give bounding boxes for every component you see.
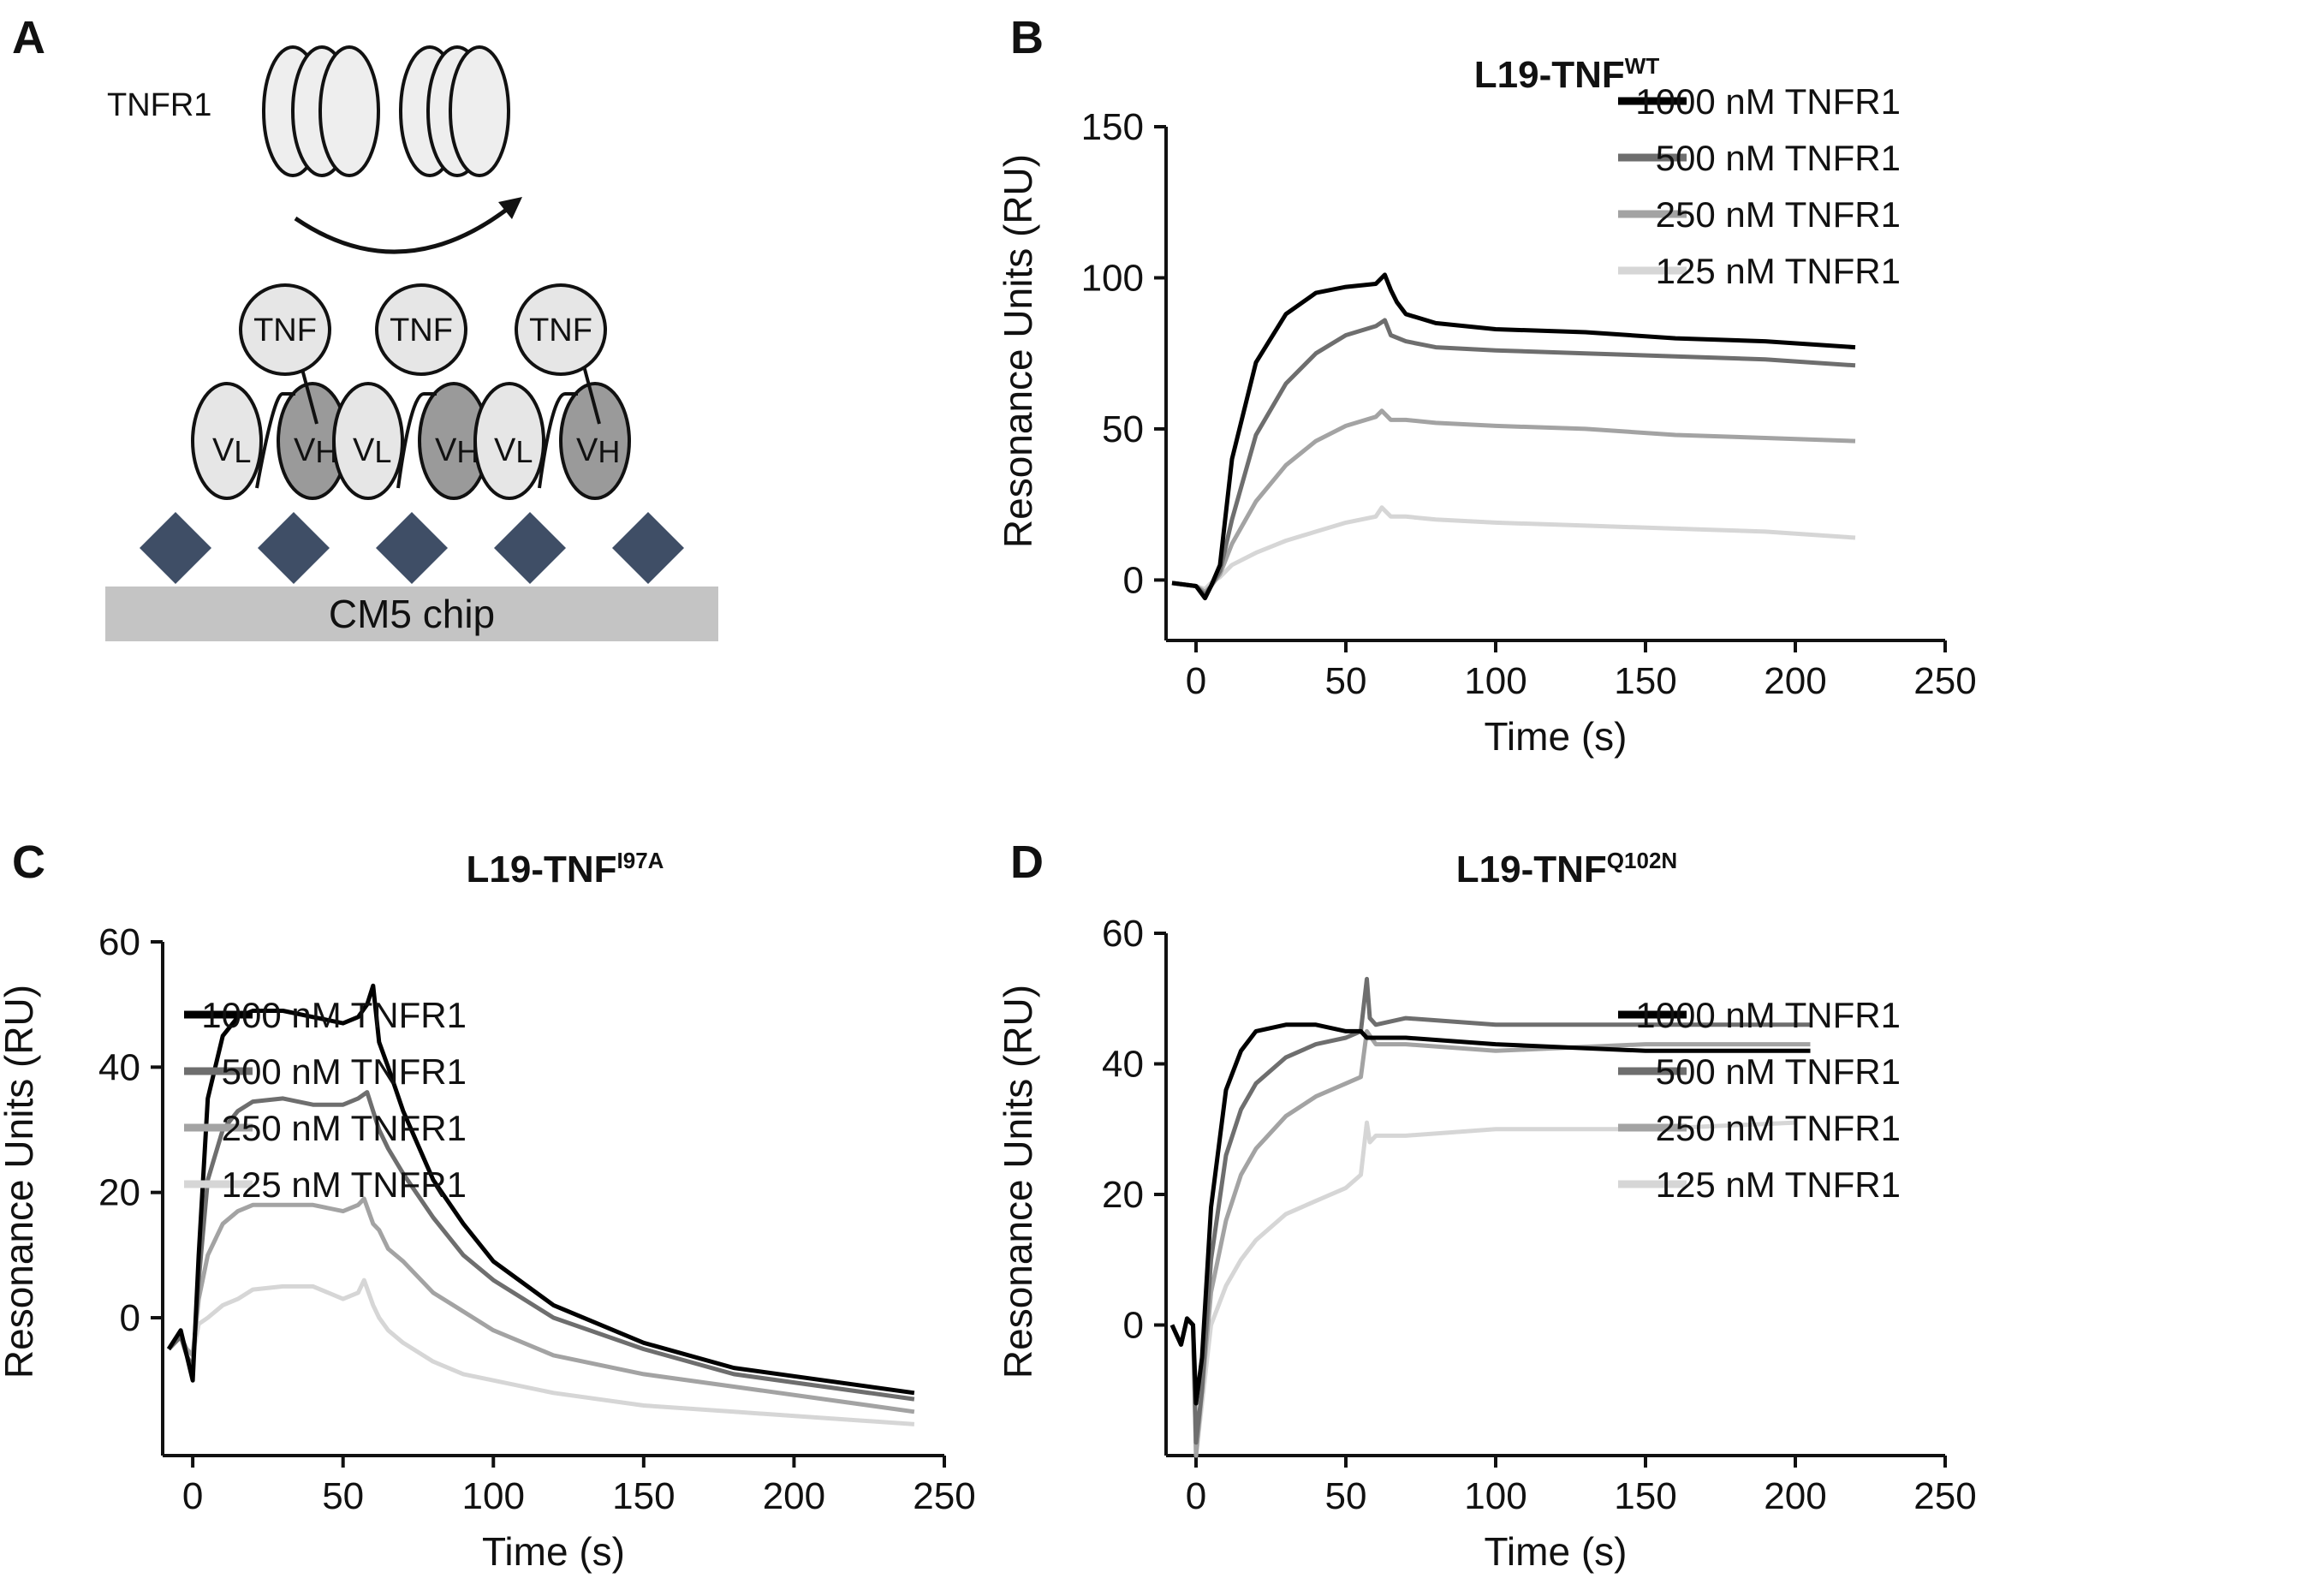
- x-tick-label: 0: [1186, 1475, 1206, 1517]
- y-tick-label: 60: [1102, 913, 1144, 955]
- chart-title-main: L19-TNF: [1474, 54, 1625, 96]
- legend-label-3: 250 nM TNFR1: [1656, 194, 1901, 235]
- legend-label-4: 125 nM TNFR1: [222, 1164, 467, 1205]
- series-line-1: [166, 983, 915, 1396]
- legend-label-2: 500 nM TNFR1: [222, 1051, 467, 1092]
- x-tick-label: 0: [1186, 660, 1206, 702]
- y-tick-label: 20: [98, 1172, 140, 1214]
- vh-label-3: VH: [576, 432, 620, 469]
- legend-label-4: 125 nM TNFR1: [1656, 1164, 1901, 1205]
- legend-label-1: 1000 nM TNFR1: [1635, 995, 1901, 1035]
- arrow-head-icon: [498, 197, 522, 219]
- legend-label-1: 1000 nM TNFR1: [201, 995, 467, 1035]
- tnfr1-receptor-right: [399, 45, 510, 177]
- cm5-chip-label: CM5 chip: [329, 592, 495, 636]
- series-line-3: [1171, 408, 1856, 594]
- y-tick-label: 40: [98, 1046, 140, 1088]
- y-tick-label: 60: [98, 921, 140, 963]
- x-tick-label: 0: [182, 1475, 203, 1517]
- l19-tnf-construct-3: [473, 283, 631, 500]
- y-tick-label: 40: [1102, 1044, 1144, 1086]
- tnf-label-2: TNF: [390, 313, 453, 348]
- series-line-1: [1171, 272, 1856, 601]
- x-tick-label: 150: [1614, 1475, 1676, 1517]
- capture-diamonds: [140, 512, 684, 584]
- l19-tnf-construct-1: [191, 283, 348, 500]
- x-tick-label: 200: [1764, 1475, 1826, 1517]
- legend-label-1: 1000 nM TNFR1: [1635, 81, 1901, 122]
- x-tick-label: 250: [913, 1475, 975, 1517]
- y-tick-label: 0: [120, 1297, 140, 1339]
- x-tick-label: 250: [1913, 660, 1976, 702]
- tnf-label-3: TNF: [529, 313, 592, 348]
- x-tick-label: 50: [1325, 660, 1367, 702]
- legend-label-4: 125 nM TNFR1: [1656, 251, 1901, 291]
- x-tick-label: 100: [1464, 1475, 1527, 1517]
- chart-title-superscript: I97A: [617, 848, 664, 873]
- chart-c: L19-TNFI97A 0 50 100 150 200 250 0 20 40 60 Time (s…: [0, 848, 976, 1574]
- chart-title-superscript: Q102N: [1607, 848, 1677, 873]
- x-tick-label: 100: [462, 1475, 525, 1517]
- cm5-chip: [105, 587, 718, 641]
- chart-title-superscript: WT: [1625, 53, 1660, 79]
- vl-label-2: VL: [353, 432, 391, 469]
- y-axis-label: Resonance Units (RU): [996, 985, 1040, 1379]
- x-tick-label: 50: [1325, 1475, 1367, 1517]
- chart-title: L19-TNFWT: [1474, 53, 1660, 96]
- vl-label-3: VL: [494, 432, 533, 469]
- y-tick-label: 100: [1081, 257, 1144, 299]
- chart-d: L19-TNFQ102N 0 50 100 150 200 250 0 20 40 60 Time (…: [996, 848, 1977, 1574]
- x-tick-label: 250: [1913, 1475, 1976, 1517]
- y-tick-label: 0: [1123, 559, 1144, 601]
- series-line-1: [1169, 1022, 1811, 1406]
- y-tick-label: 0: [1123, 1305, 1144, 1347]
- x-tick-label: 150: [1614, 660, 1676, 702]
- x-axis-label: Time (s): [1485, 1529, 1628, 1574]
- x-tick-label: 150: [612, 1475, 675, 1517]
- tnfr1-label: TNFR1: [107, 87, 211, 123]
- series-line-3: [167, 1196, 915, 1414]
- series-line-2: [1171, 318, 1856, 598]
- chart-title: L19-TNFI97A: [467, 848, 664, 890]
- legend-label-3: 250 nM TNFR1: [1656, 1108, 1901, 1148]
- vh-label-1: VH: [294, 432, 337, 469]
- y-axis-label: Resonance Units (RU): [0, 985, 41, 1379]
- chart-b: L19-TNFWT 0 50 100 150 200 250 0 50 100 150 Time (s…: [996, 53, 1977, 759]
- x-tick-label: 200: [1764, 660, 1826, 702]
- vl-label-1: VL: [212, 432, 251, 469]
- vh-label-2: VH: [435, 432, 479, 469]
- panel-letter-b: B: [1010, 12, 1044, 63]
- chart-title-main: L19-TNF: [467, 849, 617, 890]
- x-tick-label: 200: [763, 1475, 825, 1517]
- x-tick-label: 100: [1464, 660, 1527, 702]
- tnf-label-1: TNF: [253, 313, 317, 348]
- panel-a-schematic: A TNFR1: [12, 12, 718, 641]
- series-line-3: [1169, 1028, 1811, 1458]
- chart-title: L19-TNFQ102N: [1456, 848, 1677, 890]
- series-line-4: [1171, 505, 1856, 592]
- l19-tnf-construct-2: [332, 283, 490, 500]
- legend-label-2: 500 nM TNFR1: [1656, 138, 1901, 178]
- legend-label-3: 250 nM TNFR1: [222, 1108, 467, 1148]
- legend-label-2: 500 nM TNFR1: [1656, 1051, 1901, 1092]
- y-tick-label: 20: [1102, 1174, 1144, 1216]
- tnfr1-receptor-left: [262, 45, 380, 177]
- binding-arrow-icon: [294, 204, 514, 254]
- panel-letter-d: D: [1010, 837, 1044, 888]
- x-axis-label: Time (s): [1485, 714, 1628, 759]
- chart-title-main: L19-TNF: [1456, 849, 1607, 890]
- y-tick-label: 150: [1081, 106, 1144, 148]
- panel-letter-a: A: [12, 12, 45, 63]
- y-axis-label: Resonance Units (RU): [996, 154, 1040, 548]
- x-tick-label: 50: [322, 1475, 364, 1517]
- series-line-4: [167, 1277, 915, 1426]
- panel-letter-c: C: [12, 837, 45, 888]
- y-tick-label: 50: [1102, 408, 1144, 450]
- domain-labels: VL VH VL VH VL VH: [212, 432, 620, 469]
- x-axis-label: Time (s): [482, 1529, 625, 1574]
